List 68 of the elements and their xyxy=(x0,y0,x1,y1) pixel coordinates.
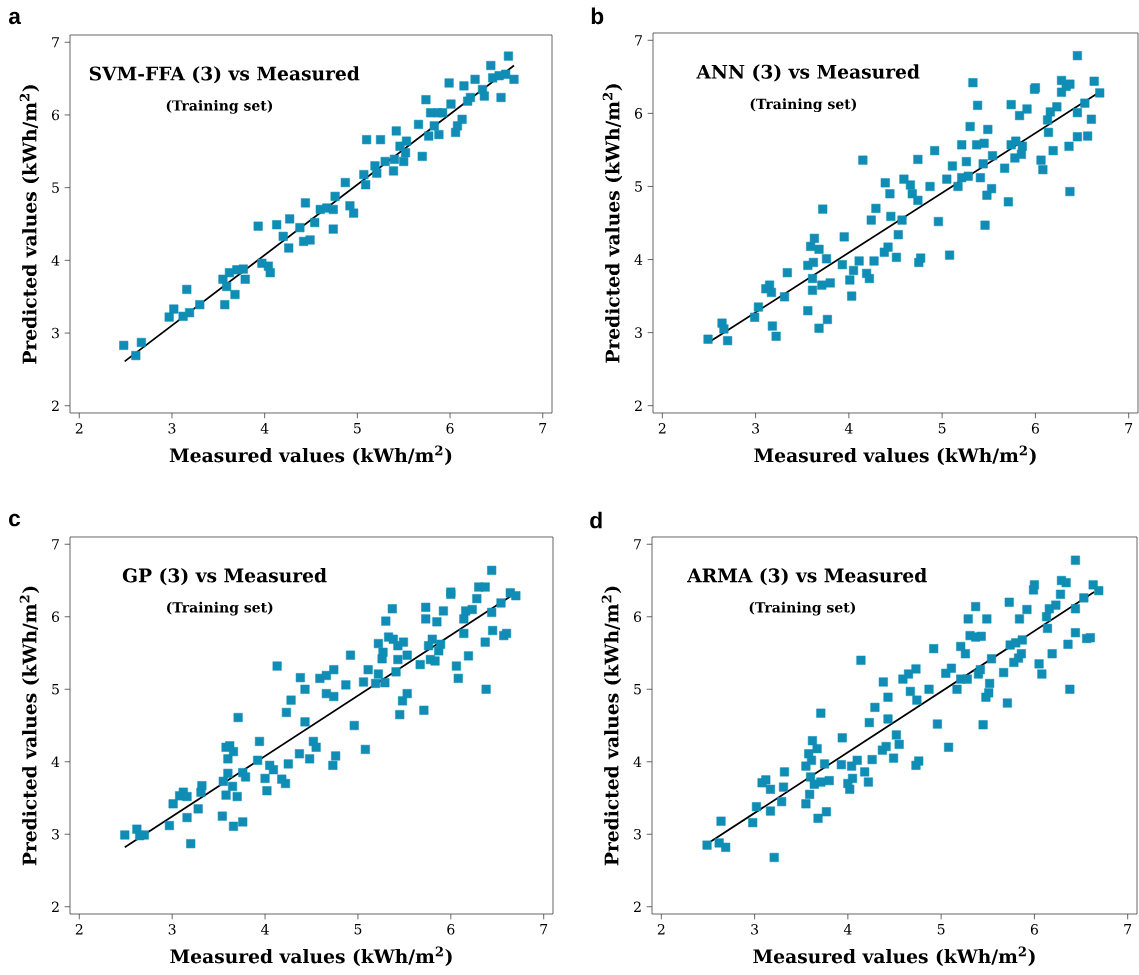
y-tick-label: 6 xyxy=(635,108,643,119)
x-tick-label: 5 xyxy=(354,924,362,935)
x-tick-label: 7 xyxy=(540,924,548,935)
y-tick-label: 6 xyxy=(51,611,60,623)
x-tick-label: 4 xyxy=(843,924,852,935)
x-tick-label: 2 xyxy=(658,423,666,434)
y-axis-title: Predicted values (kWh/m$^{2}$) xyxy=(19,586,40,866)
y-tick-label: 6 xyxy=(634,611,642,623)
y-axis-title: Predicted values (kWh/m$^{2}$) xyxy=(602,84,623,363)
y-tick-label: 3 xyxy=(52,327,59,339)
text: b xyxy=(591,7,604,25)
y-tick-label: 2 xyxy=(635,400,642,411)
text: (Training set) xyxy=(750,98,857,113)
text: GP (3) vs Measured xyxy=(122,568,327,586)
text: a xyxy=(8,11,22,25)
x-tick-label: 7 xyxy=(539,423,547,434)
y-axis-title: Predicted values (kWh/m$^{2}$) xyxy=(19,85,40,364)
x-axis-title: Measured values (kWh/m$^{2}$) xyxy=(754,445,1036,466)
text: ANN (3) vs Measured xyxy=(696,64,920,82)
y-tick-label: 6 xyxy=(51,109,60,121)
x-tick-label: 7 xyxy=(1125,423,1133,434)
y-tick-label: 4 xyxy=(51,255,60,266)
y-tick-label: 2 xyxy=(51,400,59,411)
y-tick-label: 5 xyxy=(635,181,642,192)
text: SVM-FFA (3) vs Measured xyxy=(89,66,360,84)
x-tick-label: 2 xyxy=(75,423,83,434)
text: (Training set) xyxy=(749,601,856,616)
text: ARMA (3) vs Measured xyxy=(687,568,927,586)
x-tick-label: 4 xyxy=(844,423,853,434)
y-tick-label: 4 xyxy=(51,756,60,767)
x-tick-label: 6 xyxy=(447,924,455,935)
text: (Training set) xyxy=(166,99,273,114)
x-tick-label: 7 xyxy=(1124,924,1132,935)
y-tick-label: 5 xyxy=(634,684,641,695)
x-tick-label: 3 xyxy=(751,924,759,935)
x-tick-label: 6 xyxy=(1030,924,1038,935)
x-tick-label: 4 xyxy=(260,423,269,434)
x-axis-title: Measured values (kWh/m$^{2}$) xyxy=(753,946,1035,967)
y-tick-label: 3 xyxy=(635,327,642,338)
y-tick-label: 2 xyxy=(51,901,59,912)
y-axis-title: Predicted values (kWh/m$^{2}$) xyxy=(601,586,622,866)
y-tick-label: 7 xyxy=(634,539,641,550)
text: (Training set) xyxy=(167,601,273,616)
y-tick-label: 7 xyxy=(52,37,59,48)
y-tick-label: 2 xyxy=(634,901,641,912)
y-tick-label: 5 xyxy=(52,182,59,193)
x-tick-label: 6 xyxy=(446,423,454,434)
x-tick-label: 2 xyxy=(657,924,665,935)
x-tick-label: 6 xyxy=(1031,423,1039,434)
y-tick-label: 5 xyxy=(52,684,59,695)
x-tick-label: 3 xyxy=(168,924,176,935)
x-tick-label: 3 xyxy=(168,423,176,434)
x-axis-title: Measured values (kWh/m$^{2}$) xyxy=(170,946,452,967)
x-tick-label: 3 xyxy=(752,423,760,434)
y-tick-label: 3 xyxy=(52,828,59,840)
x-tick-label: 5 xyxy=(938,423,946,434)
text: d xyxy=(590,511,602,529)
x-axis-title: Measured values (kWh/m$^{2}$) xyxy=(169,445,452,466)
y-tick-label: 4 xyxy=(634,254,643,265)
text: c xyxy=(9,513,21,527)
y-tick-label: 7 xyxy=(52,539,59,550)
y-tick-label: 4 xyxy=(633,756,642,767)
y-tick-label: 7 xyxy=(635,35,642,46)
x-tick-label: 4 xyxy=(261,924,269,935)
y-tick-label: 3 xyxy=(634,828,641,840)
x-tick-label: 2 xyxy=(75,924,83,935)
x-tick-label: 5 xyxy=(937,924,945,935)
x-tick-label: 5 xyxy=(354,423,361,434)
